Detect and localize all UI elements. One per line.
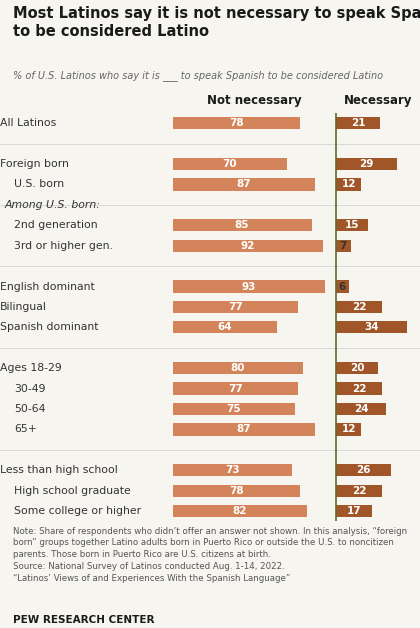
FancyBboxPatch shape bbox=[336, 362, 378, 374]
Text: 29: 29 bbox=[359, 159, 374, 169]
FancyBboxPatch shape bbox=[336, 321, 407, 333]
FancyBboxPatch shape bbox=[173, 321, 277, 333]
FancyBboxPatch shape bbox=[173, 301, 299, 313]
Text: 22: 22 bbox=[352, 485, 366, 495]
Text: 7: 7 bbox=[340, 241, 347, 251]
FancyBboxPatch shape bbox=[336, 505, 372, 517]
Text: 75: 75 bbox=[227, 404, 241, 414]
FancyBboxPatch shape bbox=[336, 219, 368, 231]
Text: Bilingual: Bilingual bbox=[0, 302, 47, 312]
Text: 87: 87 bbox=[236, 425, 251, 435]
FancyBboxPatch shape bbox=[173, 280, 325, 293]
Text: 50-64: 50-64 bbox=[14, 404, 45, 414]
FancyBboxPatch shape bbox=[173, 505, 307, 517]
FancyBboxPatch shape bbox=[173, 219, 312, 231]
FancyBboxPatch shape bbox=[173, 382, 299, 394]
FancyBboxPatch shape bbox=[336, 382, 382, 394]
Text: 15: 15 bbox=[344, 220, 359, 230]
Text: 87: 87 bbox=[236, 180, 251, 190]
Text: 73: 73 bbox=[225, 465, 239, 475]
Text: 21: 21 bbox=[351, 118, 365, 128]
Text: 24: 24 bbox=[354, 404, 368, 414]
FancyBboxPatch shape bbox=[173, 362, 303, 374]
Text: Note: Share of respondents who didn’t offer an answer not shown. In this analysi: Note: Share of respondents who didn’t of… bbox=[13, 526, 407, 583]
Text: Ages 18-29: Ages 18-29 bbox=[0, 363, 62, 373]
Text: 93: 93 bbox=[241, 281, 256, 291]
Text: 30-49: 30-49 bbox=[14, 384, 45, 394]
FancyBboxPatch shape bbox=[173, 485, 300, 497]
Text: 22: 22 bbox=[352, 302, 366, 312]
Text: 2nd generation: 2nd generation bbox=[14, 220, 97, 230]
Text: PEW RESEARCH CENTER: PEW RESEARCH CENTER bbox=[13, 615, 154, 625]
FancyBboxPatch shape bbox=[336, 485, 382, 497]
FancyBboxPatch shape bbox=[173, 464, 292, 476]
Text: Among U.S. born:: Among U.S. born: bbox=[5, 200, 100, 210]
FancyBboxPatch shape bbox=[336, 178, 361, 190]
FancyBboxPatch shape bbox=[336, 301, 382, 313]
Text: High school graduate: High school graduate bbox=[14, 485, 131, 495]
Text: 85: 85 bbox=[235, 220, 249, 230]
Text: Spanish dominant: Spanish dominant bbox=[0, 322, 99, 332]
Text: 12: 12 bbox=[341, 180, 356, 190]
Text: % of U.S. Latinos who say it is ___ to speak Spanish to be considered Latino: % of U.S. Latinos who say it is ___ to s… bbox=[13, 70, 383, 81]
Text: Some college or higher: Some college or higher bbox=[14, 506, 141, 516]
Text: 26: 26 bbox=[356, 465, 370, 475]
Text: 80: 80 bbox=[231, 363, 245, 373]
FancyBboxPatch shape bbox=[336, 158, 397, 170]
Text: 77: 77 bbox=[228, 302, 243, 312]
Text: Most Latinos say it is not necessary to speak Spanish
to be considered Latino: Most Latinos say it is not necessary to … bbox=[13, 6, 420, 40]
FancyBboxPatch shape bbox=[173, 117, 300, 129]
Text: 77: 77 bbox=[228, 384, 243, 394]
Text: 64: 64 bbox=[218, 322, 232, 332]
Text: Foreign born: Foreign born bbox=[0, 159, 69, 169]
Text: 82: 82 bbox=[232, 506, 247, 516]
Text: 6: 6 bbox=[339, 281, 346, 291]
Text: Not necessary: Not necessary bbox=[207, 94, 302, 107]
FancyBboxPatch shape bbox=[336, 423, 361, 436]
Text: 70: 70 bbox=[223, 159, 237, 169]
Text: Less than high school: Less than high school bbox=[0, 465, 118, 475]
FancyBboxPatch shape bbox=[336, 280, 349, 293]
FancyBboxPatch shape bbox=[173, 178, 315, 190]
FancyBboxPatch shape bbox=[173, 403, 295, 415]
Text: 65+: 65+ bbox=[14, 425, 37, 435]
Text: English dominant: English dominant bbox=[0, 281, 95, 291]
Text: Necessary: Necessary bbox=[344, 94, 412, 107]
FancyBboxPatch shape bbox=[336, 403, 386, 415]
Text: All Latinos: All Latinos bbox=[0, 118, 56, 128]
FancyBboxPatch shape bbox=[336, 464, 391, 476]
Text: 92: 92 bbox=[241, 241, 255, 251]
FancyBboxPatch shape bbox=[173, 239, 323, 252]
FancyBboxPatch shape bbox=[336, 239, 351, 252]
FancyBboxPatch shape bbox=[173, 423, 315, 436]
Text: 78: 78 bbox=[229, 485, 244, 495]
FancyBboxPatch shape bbox=[336, 117, 380, 129]
FancyBboxPatch shape bbox=[173, 158, 287, 170]
Text: U.S. born: U.S. born bbox=[14, 180, 64, 190]
Text: 12: 12 bbox=[341, 425, 356, 435]
Text: 34: 34 bbox=[365, 322, 379, 332]
Text: 78: 78 bbox=[229, 118, 244, 128]
Text: 20: 20 bbox=[350, 363, 364, 373]
Text: 22: 22 bbox=[352, 384, 366, 394]
Text: 3rd or higher gen.: 3rd or higher gen. bbox=[14, 241, 113, 251]
Text: 17: 17 bbox=[346, 506, 361, 516]
